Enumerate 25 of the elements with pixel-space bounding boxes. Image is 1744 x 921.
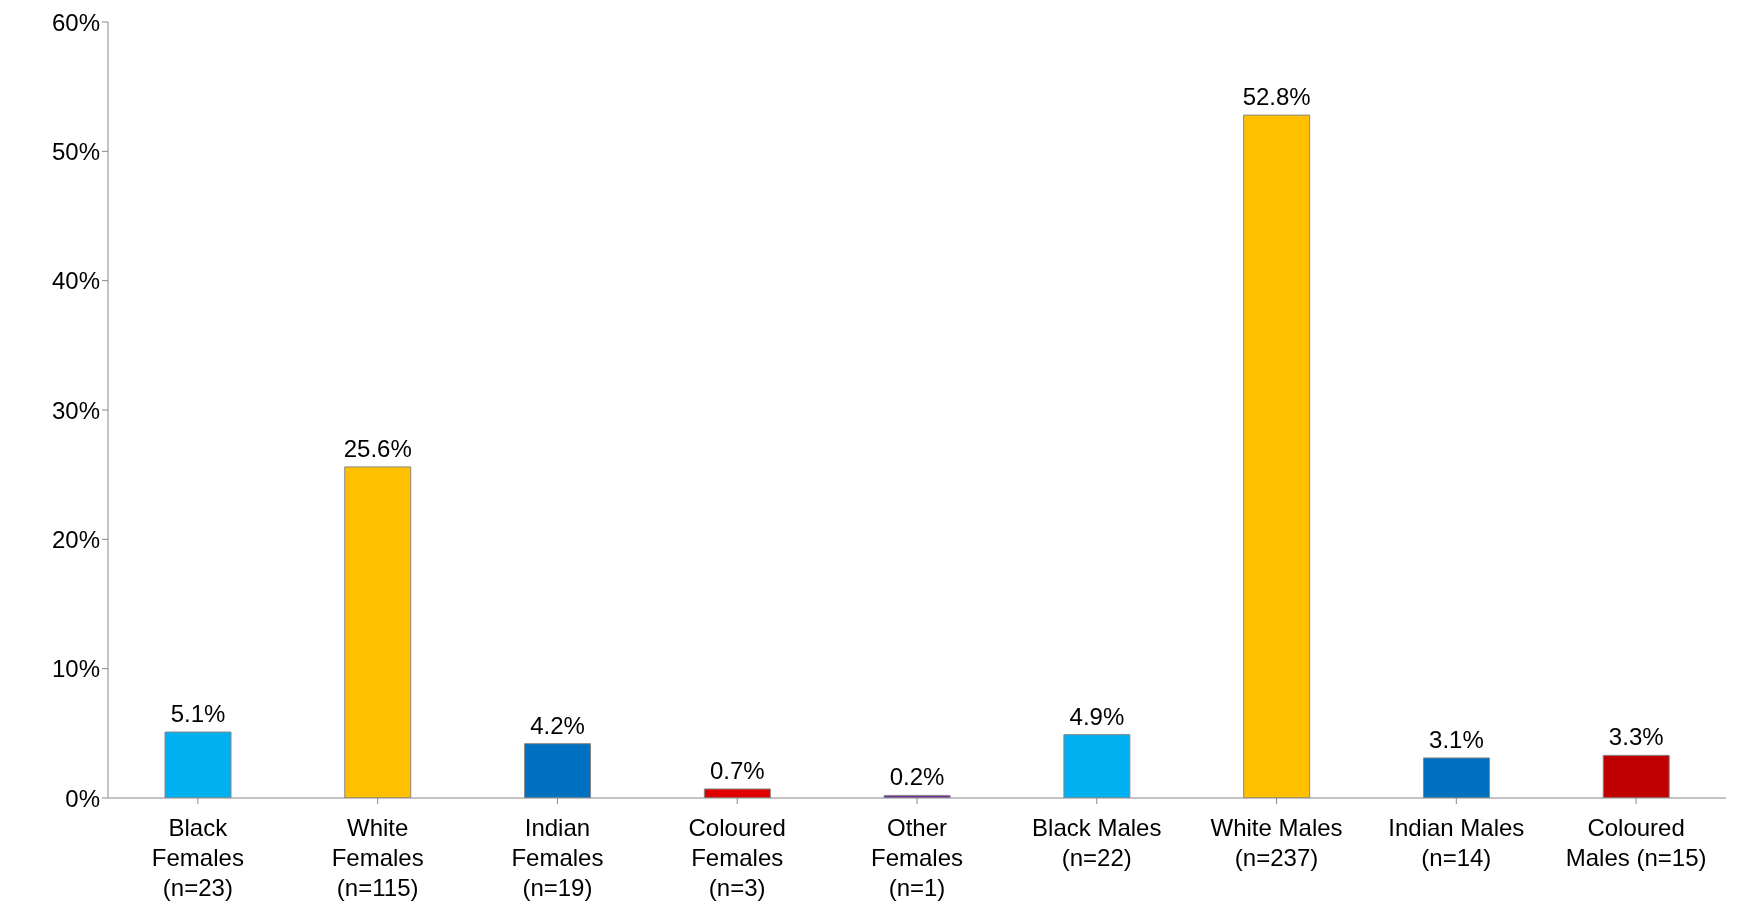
- x-tick-label: Indian Females (n=19): [511, 814, 604, 901]
- y-tick-label: 10%: [51, 655, 100, 683]
- data-label: 0.7%: [709, 756, 765, 784]
- y-tick-label: 0%: [65, 784, 100, 812]
- data-label: 0.2%: [889, 763, 945, 791]
- y-tick-label: 50%: [51, 137, 100, 165]
- x-tick-label: Coloured Males (n=15): [1565, 814, 1707, 871]
- data-label: 5.1%: [170, 700, 226, 728]
- x-tick-label: White Males (n=237): [1210, 814, 1343, 871]
- data-label: 4.9%: [1069, 702, 1125, 730]
- x-tick-label: Black Males (n=22): [1032, 814, 1162, 871]
- x-tick-label: Coloured Females (n=3): [688, 814, 786, 901]
- x-tick-label: White Females (n=115): [331, 814, 424, 901]
- x-tick-label: Indian Males (n=14): [1388, 814, 1525, 871]
- y-tick-label: 30%: [51, 396, 100, 424]
- x-tick-label: Other Females (n=1): [870, 814, 964, 901]
- data-label: 25.6%: [343, 434, 412, 462]
- y-tick-label: 60%: [51, 8, 100, 36]
- data-label: 52.8%: [1242, 83, 1311, 111]
- y-tick-label: 40%: [51, 267, 100, 295]
- data-label: 3.3%: [1608, 723, 1664, 751]
- x-tick-label: Black Females (n=23): [151, 814, 244, 901]
- data-label: 4.2%: [530, 711, 585, 739]
- y-tick-label: 20%: [51, 525, 100, 553]
- data-label: 3.1%: [1429, 725, 1484, 753]
